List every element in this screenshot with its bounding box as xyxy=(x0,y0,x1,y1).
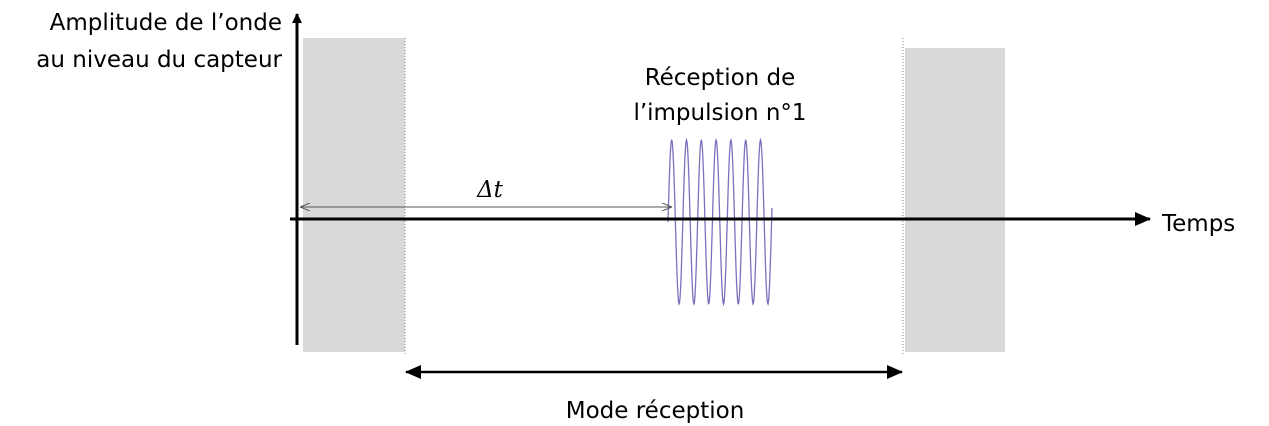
y-axis-label: au niveau du capteur xyxy=(36,47,282,73)
delay-label: Δt xyxy=(476,177,504,203)
pulse-label: Réception de xyxy=(645,65,796,91)
pulse-wave xyxy=(667,137,773,307)
emission-zone-left xyxy=(303,38,405,352)
x-axis-label: Temps xyxy=(1161,211,1235,237)
y-axis-label: Amplitude de l’onde xyxy=(50,10,282,36)
pulse-label: l’impulsion n°1 xyxy=(633,100,806,126)
mode-label: Mode réception xyxy=(566,398,745,424)
emission-zone-right xyxy=(905,48,1005,352)
